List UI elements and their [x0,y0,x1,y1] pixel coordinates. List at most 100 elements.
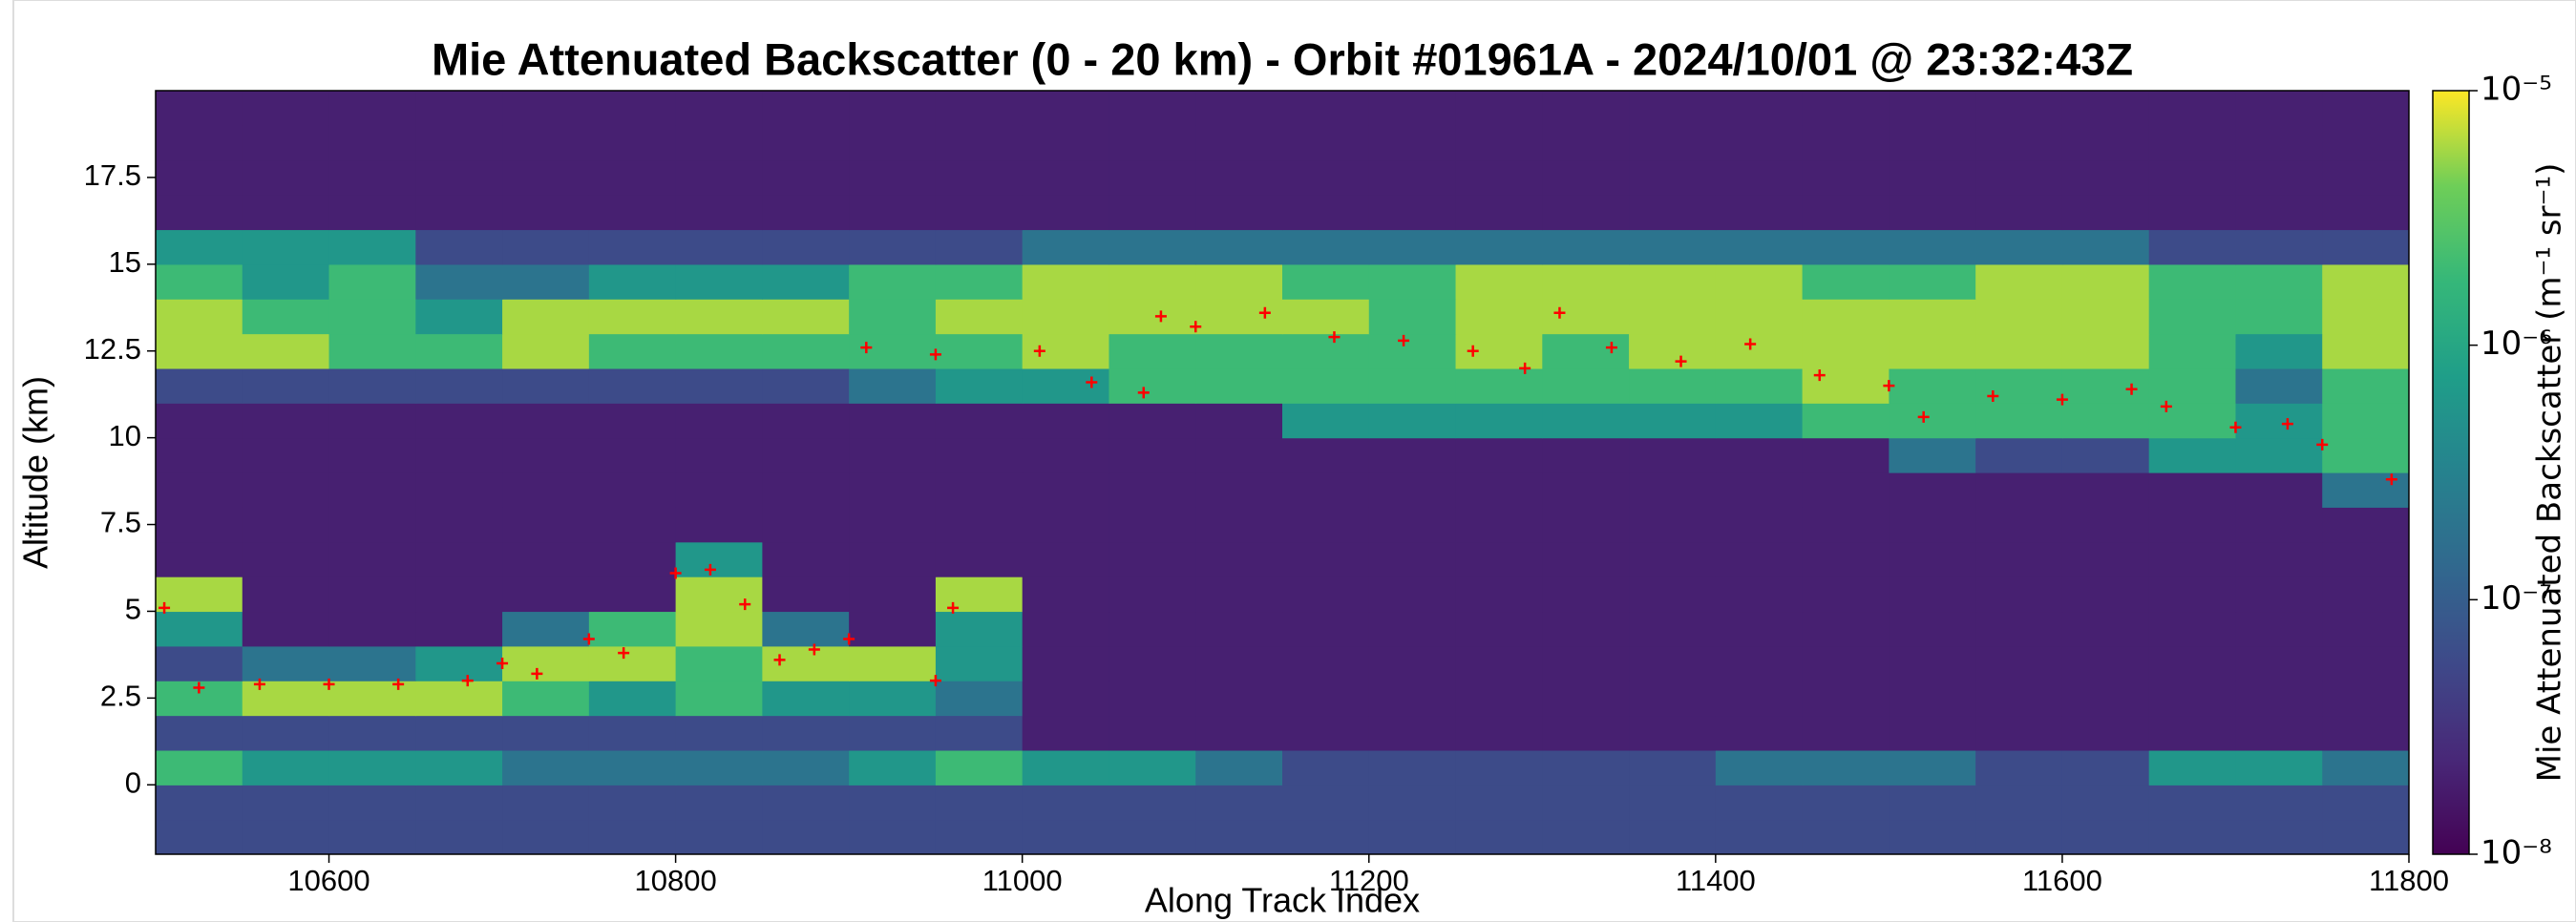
heatmap-cell [1282,611,1370,647]
heatmap-cell [675,472,763,508]
x-tick-label: 11400 [1676,864,1756,897]
feature-marker [1258,306,1271,319]
x-tick-label: 10600 [287,864,370,897]
heatmap-cell [1889,472,1976,508]
heatmap-cell [1195,263,1283,300]
heatmap-cell [2148,403,2237,439]
heatmap-cell [502,819,590,854]
heatmap-cell [1802,229,1890,265]
heatmap-cell [675,333,763,369]
heatmap-cell [1889,437,1976,473]
heatmap-cell [588,749,677,786]
heatmap-cell [1802,125,1890,161]
heatmap-cell [1022,749,1110,786]
heatmap-cell [2235,541,2323,577]
heatmap-cell [1715,749,1804,786]
heatmap-cell [328,611,416,647]
heatmap-cell [935,611,1024,647]
heatmap-cell [2148,749,2237,786]
heatmap-cell [1802,91,1890,126]
heatmap-cell [1629,159,1717,196]
heatmap-cell [2061,645,2150,681]
heatmap-cell [156,819,243,854]
heatmap-cell [2235,333,2323,369]
heatmap-cell [675,715,763,751]
heatmap-cell [156,299,243,335]
heatmap-cell [849,333,937,369]
heatmap-cell [2061,403,2150,439]
heatmap-cell [675,403,763,439]
feature-marker [1675,355,1687,367]
heatmap-cell [1802,611,1890,647]
heatmap-cell [762,263,850,300]
heatmap-cell [2235,819,2323,854]
heatmap-cell [935,749,1024,786]
heatmap-cell [1109,576,1196,613]
y-tick-label: 2.5 [100,680,141,713]
heatmap-cell [2148,263,2237,300]
heatmap-cell [242,541,330,577]
heatmap-cell [1109,159,1196,196]
heatmap-cell [2322,472,2409,508]
heatmap-cell [1455,819,1543,854]
heatmap-cell [2322,403,2409,439]
feature-marker [531,667,543,680]
heatmap-cell [328,91,416,126]
heatmap-cell [1715,541,1804,577]
heatmap-cell [2061,472,2150,508]
heatmap-cell [1975,91,2063,126]
heatmap-cell [156,125,243,161]
heatmap-cell [1542,611,1630,647]
heatmap-cell [1889,541,1976,577]
heatmap-cell [415,819,503,854]
heatmap-cell [849,229,937,265]
heatmap-cell [1368,681,1457,717]
heatmap-cell [1715,125,1804,161]
plot-frame [155,90,2410,855]
heatmap-cell [1282,819,1370,854]
heatmap-cell [1629,611,1717,647]
heatmap-cell [2061,195,2150,231]
heatmap-cell [415,403,503,439]
heatmap-cell [762,195,850,231]
heatmap-cell [2148,333,2237,369]
heatmap-cell [2235,299,2323,335]
heatmap-cell [502,159,590,196]
y-tick-label: 17.5 [84,158,141,192]
heatmap-cell [1542,507,1630,543]
heatmap-cell [502,715,590,751]
heatmap-cell [1889,681,1976,717]
heatmap-cell [588,437,677,473]
heatmap-cell [1195,749,1283,786]
heatmap-cell [762,507,850,543]
heatmap-cell [328,299,416,335]
heatmap-cell [1368,367,1457,404]
colorbar [2432,90,2470,855]
heatmap-cell [1282,159,1370,196]
heatmap-cell [849,576,937,613]
heatmap-cell [328,229,416,265]
heatmap-cell [1368,229,1457,265]
heatmap-cell [415,715,503,751]
heatmap-cell [1629,576,1717,613]
heatmap-cell [1455,91,1543,126]
colorbar-tick-label: 10⁻⁵ [2481,71,2552,109]
heatmap-cell [1455,472,1543,508]
heatmap-cell [1715,229,1804,265]
heatmap-cell [762,299,850,335]
heatmap-cell [1715,715,1804,751]
feature-marker [1467,345,1479,357]
heatmap-cell [415,367,503,404]
heatmap-cell [2322,229,2409,265]
feature-marker [1519,362,1531,374]
heatmap-cell [2148,576,2237,613]
heatmap-cell [2061,159,2150,196]
feature-marker [2316,438,2329,451]
heatmap-cell [328,333,416,369]
heatmap-cell [1542,263,1630,300]
heatmap-cell [588,299,677,335]
heatmap-cell [1975,159,2063,196]
heatmap-cell [1975,611,2063,647]
heatmap-cell [242,195,330,231]
